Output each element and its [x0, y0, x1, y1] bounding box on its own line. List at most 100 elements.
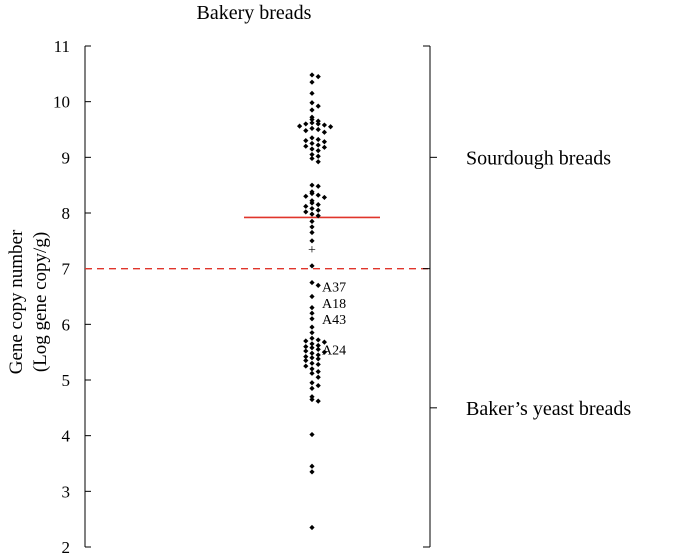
data-point-0: [309, 72, 315, 78]
data-point-11: [315, 121, 321, 127]
data-point-76: [303, 354, 309, 360]
annotation-2: A43: [322, 313, 346, 328]
data-point-66: [321, 339, 327, 345]
data-point-50: [309, 218, 315, 224]
chart-title: Bakery breads: [197, 2, 312, 24]
data-point-47: [303, 209, 309, 215]
y-tick-label-7: 9: [62, 148, 71, 167]
annotation-3: A24: [322, 343, 346, 358]
data-point-69: [303, 344, 309, 350]
y-tick-label-6: 8: [62, 204, 71, 223]
data-point-91: [309, 396, 315, 403]
data-point-74: [309, 350, 315, 356]
data-point-30: [309, 151, 315, 158]
data-point-4: [309, 100, 315, 106]
data-point-56: [315, 282, 321, 288]
y-tick-label-9: 11: [54, 37, 70, 56]
data-point-72: [303, 348, 309, 354]
data-point-23: [321, 139, 327, 145]
data-point-92: [315, 398, 321, 404]
y-tick-label-8: 10: [53, 93, 70, 112]
data-point-5: [315, 103, 321, 109]
data-point-63: [309, 335, 315, 341]
data-point-95: [309, 469, 315, 475]
data-point-42: [309, 200, 315, 206]
data-point-83: [309, 366, 315, 372]
data-point-25: [315, 142, 321, 148]
data-point-44: [303, 203, 309, 209]
data-point-67: [309, 341, 315, 347]
data-point-73: [321, 349, 327, 355]
data-point-37: [309, 190, 315, 197]
data-point-61: [309, 324, 315, 330]
data-point-89: [309, 385, 315, 391]
data-points: [297, 72, 334, 531]
data-point-28: [309, 146, 315, 152]
data-point-64: [315, 337, 321, 343]
data-point-58: [309, 305, 315, 311]
data-point-65: [303, 338, 309, 344]
data-point-13: [321, 122, 327, 128]
data-point-70: [309, 345, 315, 351]
data-point-3: [309, 90, 315, 96]
data-point-19: [321, 129, 327, 135]
data-point-17: [315, 126, 321, 133]
data-point-60: [309, 316, 315, 322]
data-point-87: [309, 380, 315, 386]
y-tick-label-3: 5: [62, 371, 71, 390]
group-label-1: Baker’s yeast breads: [466, 398, 631, 420]
data-point-12: [303, 121, 309, 127]
y-tick-label-0: 2: [62, 538, 71, 556]
data-point-16: [309, 125, 315, 131]
data-point-6: [309, 107, 315, 113]
y-axis-label-line-2: (Log gene copy/g): [30, 232, 51, 372]
data-point-34: [309, 182, 315, 188]
data-point-71: [315, 346, 321, 352]
data-point-51: [309, 224, 315, 230]
data-point-93: [309, 431, 315, 438]
annotation-0: A37: [322, 280, 346, 295]
data-point-90: [309, 394, 315, 400]
y-axis-ticks: 2 3 4 5 6 7 8 9 10 11: [53, 37, 91, 556]
data-point-77: [309, 355, 315, 361]
data-point-21: [315, 136, 321, 143]
data-point-48: [309, 211, 315, 217]
data-point-10: [309, 120, 315, 126]
data-point-27: [321, 144, 327, 150]
data-point-55: [309, 279, 315, 286]
group-label-0: Sourdough breads: [466, 147, 611, 169]
data-point-53: [309, 238, 315, 244]
y-tick-label-2: 4: [62, 427, 71, 446]
data-point-24: [309, 140, 315, 147]
y-tick-label-4: 6: [62, 315, 71, 334]
data-point-2: [309, 79, 315, 85]
data-point-54: [309, 263, 315, 269]
data-point-62: [309, 330, 315, 336]
data-point-88: [315, 382, 321, 389]
data-point-86: [315, 374, 321, 380]
data-point-33: [315, 159, 321, 165]
data-point-68: [315, 342, 321, 349]
data-point-22: [303, 138, 309, 144]
data-point-15: [328, 124, 334, 130]
data-point-59: [309, 310, 315, 316]
data-point-46: [315, 207, 321, 213]
y-axis-label: Gene copy number (Log gene copy/g): [6, 229, 51, 374]
y-tick-label-5: 7: [62, 260, 71, 279]
data-point-1: [315, 74, 321, 80]
data-point-32: [309, 155, 315, 162]
median-marker: +: [308, 243, 316, 258]
data-point-78: [315, 356, 321, 362]
data-point-96: [309, 524, 315, 531]
data-point-38: [315, 192, 321, 198]
data-point-75: [315, 352, 321, 358]
data-point-57: [309, 293, 315, 300]
data-point-39: [303, 193, 309, 199]
data-point-80: [309, 360, 315, 366]
data-point-85: [309, 370, 315, 376]
data-point-8: [309, 116, 315, 123]
y-axis-label-line-1: Gene copy number: [6, 229, 27, 374]
data-point-29: [315, 148, 321, 154]
